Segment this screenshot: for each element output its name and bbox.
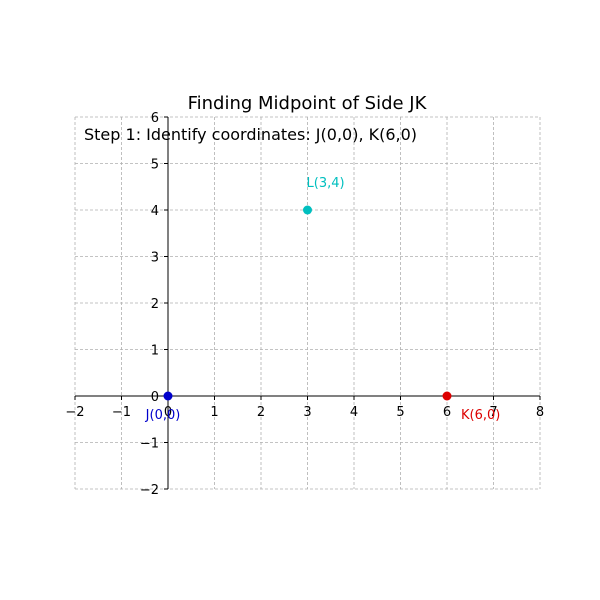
point-j-label: J(0,0) <box>145 408 181 423</box>
x-tick-label: −1 <box>112 405 131 420</box>
point-l-marker <box>303 205 312 215</box>
x-tick-label: 5 <box>396 405 404 420</box>
point-k-marker <box>442 391 452 401</box>
x-tick-label: −2 <box>65 405 84 420</box>
tick-labels: −2 −1 0 1 2 3 4 5 6 7 8 −2 −1 0 1 2 3 4 5 6 <box>65 111 544 498</box>
y-tick-label: 4 <box>151 204 159 219</box>
y-tick-label: 0 <box>151 390 159 405</box>
y-tick-label: 3 <box>151 251 159 266</box>
point-j-marker <box>163 391 173 401</box>
point-k-label: K(6,0) <box>461 408 500 423</box>
x-tick-label: 3 <box>303 405 311 420</box>
x-tick-label: 4 <box>350 405 358 420</box>
point-l-label: L(3,4) <box>307 176 345 191</box>
y-tick-label: −1 <box>140 437 159 452</box>
data-points: J(0,0) K(6,0) L(3,4) <box>145 176 501 423</box>
y-tick-label: 6 <box>151 111 159 126</box>
step-annotation: Step 1: Identify coordinates: J(0,0), K(… <box>84 125 417 144</box>
y-tick-label: 1 <box>151 344 159 359</box>
x-tick-label: 8 <box>536 405 544 420</box>
x-tick-label: 2 <box>257 405 265 420</box>
chart-title: Finding Midpoint of Side JK <box>188 93 428 114</box>
x-tick-label: 6 <box>443 405 451 420</box>
x-tick-label: 7 <box>489 405 497 420</box>
y-tick-label: 5 <box>151 158 159 173</box>
y-tick-label: −2 <box>140 483 159 498</box>
y-tick-label: 2 <box>151 297 159 312</box>
x-tick-label: 1 <box>210 405 218 420</box>
x-tick-label: 0 <box>164 405 172 420</box>
grid <box>74 116 541 490</box>
